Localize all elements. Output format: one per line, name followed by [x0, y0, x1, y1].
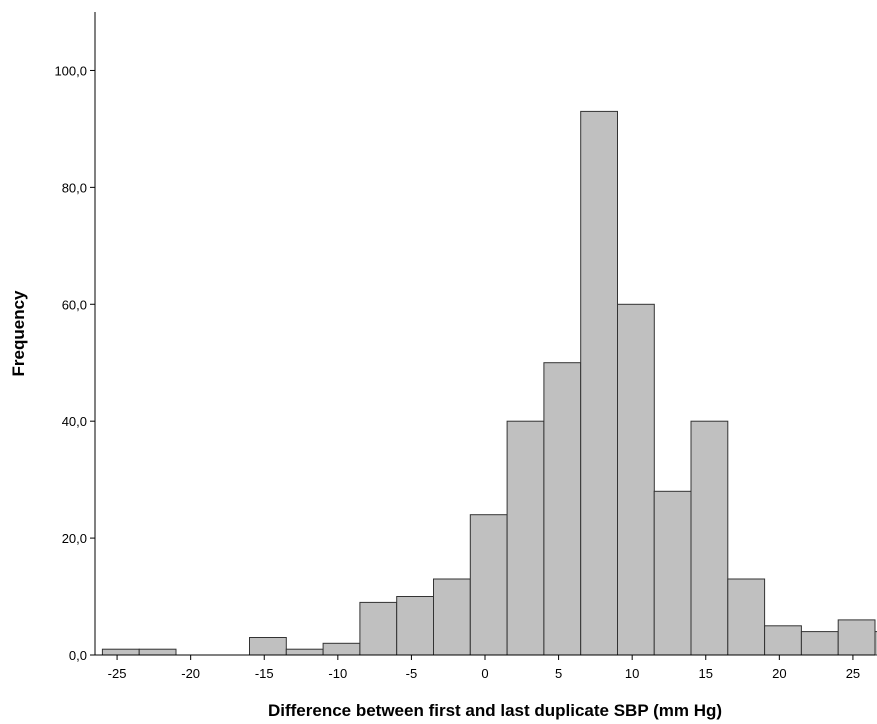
x-tick-label: 15 [699, 666, 713, 681]
histogram-bar [764, 625, 802, 656]
histogram-bar [800, 631, 839, 656]
histogram-bar [580, 110, 619, 656]
histogram-bar [285, 648, 324, 656]
histogram-bar [653, 490, 692, 656]
histogram-bar [874, 631, 877, 656]
x-tick-label: -25 [108, 666, 127, 681]
histogram-bar [543, 362, 582, 656]
histogram-bar [138, 648, 177, 656]
y-tick-label: 100,0 [54, 63, 87, 78]
histogram-bar [469, 514, 508, 656]
histogram-bar [249, 637, 287, 656]
y-tick-label: 20,0 [62, 531, 87, 546]
x-tick-label: 10 [625, 666, 639, 681]
x-tick-label: 20 [772, 666, 786, 681]
y-axis-ticks: 0,0 20,0 40,0 60,0 80,0 100,0 [54, 63, 95, 663]
y-tick-label: 40,0 [62, 414, 87, 429]
y-tick-label: 60,0 [62, 297, 87, 312]
x-axis-ticks: -25 -20 -15 -10 -5 0 5 10 15 20 25 [108, 655, 860, 681]
histogram-bar [690, 420, 729, 656]
x-tick-label: 5 [555, 666, 562, 681]
x-axis-title: Difference between first and last duplic… [268, 701, 722, 720]
histogram-bars [101, 110, 877, 656]
x-tick-label: -10 [328, 666, 347, 681]
y-axis-title: Frequency [9, 290, 28, 377]
histogram-bar [617, 303, 655, 656]
histogram-bar [359, 601, 398, 656]
x-tick-label: -20 [181, 666, 200, 681]
histogram-bar [322, 642, 361, 656]
y-tick-label: 0,0 [69, 648, 87, 663]
histogram-bar [837, 619, 876, 656]
x-tick-label: 0 [481, 666, 488, 681]
y-tick-label: 80,0 [62, 180, 87, 195]
histogram-bar [433, 578, 471, 656]
x-tick-label: 25 [846, 666, 860, 681]
histogram-bar [506, 420, 545, 656]
x-tick-label: -5 [406, 666, 418, 681]
histogram-bar [727, 578, 766, 656]
histogram-bar [396, 596, 435, 656]
histogram-bar [101, 648, 140, 656]
x-tick-label: -15 [255, 666, 274, 681]
